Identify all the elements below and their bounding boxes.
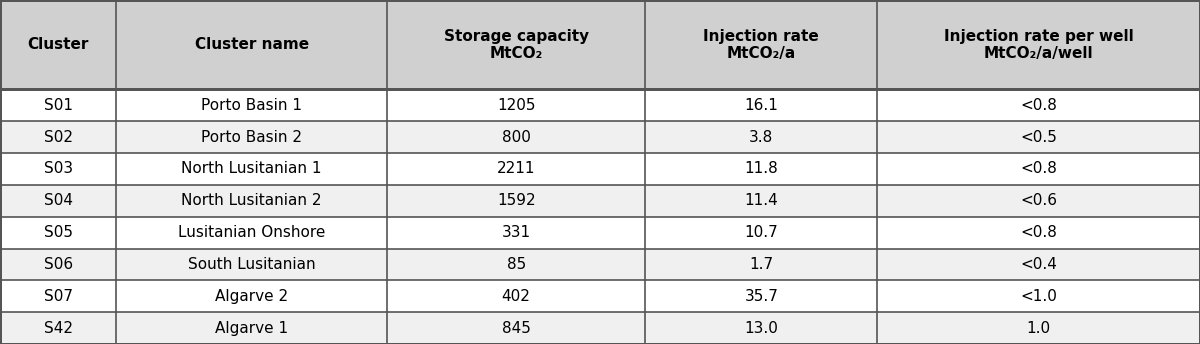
FancyBboxPatch shape <box>646 153 877 185</box>
Text: S03: S03 <box>43 161 73 176</box>
FancyBboxPatch shape <box>388 121 646 153</box>
FancyBboxPatch shape <box>646 312 877 344</box>
FancyBboxPatch shape <box>877 217 1200 249</box>
FancyBboxPatch shape <box>0 153 116 185</box>
FancyBboxPatch shape <box>877 185 1200 217</box>
FancyBboxPatch shape <box>388 280 646 312</box>
Text: S05: S05 <box>43 225 72 240</box>
FancyBboxPatch shape <box>388 153 646 185</box>
Text: S42: S42 <box>43 321 72 336</box>
Text: Algarve 1: Algarve 1 <box>215 321 288 336</box>
FancyBboxPatch shape <box>646 280 877 312</box>
FancyBboxPatch shape <box>0 121 116 153</box>
Text: Porto Basin 2: Porto Basin 2 <box>202 130 302 145</box>
FancyBboxPatch shape <box>116 185 388 217</box>
Text: 2211: 2211 <box>497 161 535 176</box>
Text: 3.8: 3.8 <box>749 130 774 145</box>
Text: 1.0: 1.0 <box>1027 321 1051 336</box>
FancyBboxPatch shape <box>388 248 646 280</box>
FancyBboxPatch shape <box>877 121 1200 153</box>
Text: 845: 845 <box>502 321 530 336</box>
Text: Storage capacity
MtCO₂: Storage capacity MtCO₂ <box>444 29 589 61</box>
FancyBboxPatch shape <box>116 153 388 185</box>
Text: 1205: 1205 <box>497 98 535 113</box>
Text: 331: 331 <box>502 225 530 240</box>
Text: Porto Basin 1: Porto Basin 1 <box>202 98 302 113</box>
FancyBboxPatch shape <box>877 0 1200 89</box>
FancyBboxPatch shape <box>0 312 116 344</box>
FancyBboxPatch shape <box>646 121 877 153</box>
FancyBboxPatch shape <box>388 0 646 89</box>
Text: Cluster: Cluster <box>28 37 89 52</box>
Text: 402: 402 <box>502 289 530 304</box>
FancyBboxPatch shape <box>877 280 1200 312</box>
Text: 85: 85 <box>506 257 526 272</box>
FancyBboxPatch shape <box>646 248 877 280</box>
Text: 1.7: 1.7 <box>749 257 773 272</box>
Text: 1592: 1592 <box>497 193 535 208</box>
Text: <0.8: <0.8 <box>1020 98 1057 113</box>
FancyBboxPatch shape <box>877 89 1200 121</box>
FancyBboxPatch shape <box>877 248 1200 280</box>
FancyBboxPatch shape <box>116 248 388 280</box>
FancyBboxPatch shape <box>116 217 388 249</box>
Text: North Lusitanian 1: North Lusitanian 1 <box>181 161 322 176</box>
Text: <0.8: <0.8 <box>1020 161 1057 176</box>
FancyBboxPatch shape <box>388 312 646 344</box>
FancyBboxPatch shape <box>0 185 116 217</box>
FancyBboxPatch shape <box>646 217 877 249</box>
Text: <1.0: <1.0 <box>1020 289 1057 304</box>
FancyBboxPatch shape <box>0 280 116 312</box>
Text: 11.4: 11.4 <box>744 193 778 208</box>
FancyBboxPatch shape <box>116 89 388 121</box>
Text: North Lusitanian 2: North Lusitanian 2 <box>181 193 322 208</box>
FancyBboxPatch shape <box>646 89 877 121</box>
FancyBboxPatch shape <box>116 312 388 344</box>
FancyBboxPatch shape <box>0 89 116 121</box>
FancyBboxPatch shape <box>646 185 877 217</box>
Text: S06: S06 <box>43 257 73 272</box>
Text: Algarve 2: Algarve 2 <box>215 289 288 304</box>
FancyBboxPatch shape <box>116 0 388 89</box>
Text: Cluster name: Cluster name <box>194 37 308 52</box>
Text: <0.5: <0.5 <box>1020 130 1057 145</box>
FancyBboxPatch shape <box>877 153 1200 185</box>
FancyBboxPatch shape <box>646 0 877 89</box>
Text: <0.6: <0.6 <box>1020 193 1057 208</box>
Text: 11.8: 11.8 <box>744 161 778 176</box>
FancyBboxPatch shape <box>0 0 116 89</box>
Text: <0.8: <0.8 <box>1020 225 1057 240</box>
Text: 13.0: 13.0 <box>744 321 779 336</box>
Text: S02: S02 <box>43 130 72 145</box>
Text: South Lusitanian: South Lusitanian <box>188 257 316 272</box>
Text: S01: S01 <box>43 98 72 113</box>
Text: Injection rate per well
MtCO₂/a/well: Injection rate per well MtCO₂/a/well <box>944 29 1134 61</box>
Text: S07: S07 <box>43 289 72 304</box>
FancyBboxPatch shape <box>877 312 1200 344</box>
Text: Injection rate
MtCO₂/a: Injection rate MtCO₂/a <box>703 29 820 61</box>
Text: 35.7: 35.7 <box>744 289 779 304</box>
Text: S04: S04 <box>43 193 72 208</box>
Text: 800: 800 <box>502 130 530 145</box>
FancyBboxPatch shape <box>388 89 646 121</box>
FancyBboxPatch shape <box>0 248 116 280</box>
Text: Lusitanian Onshore: Lusitanian Onshore <box>178 225 325 240</box>
FancyBboxPatch shape <box>116 121 388 153</box>
Text: 16.1: 16.1 <box>744 98 779 113</box>
FancyBboxPatch shape <box>0 217 116 249</box>
Text: <0.4: <0.4 <box>1020 257 1057 272</box>
FancyBboxPatch shape <box>116 280 388 312</box>
FancyBboxPatch shape <box>388 217 646 249</box>
Text: 10.7: 10.7 <box>744 225 778 240</box>
FancyBboxPatch shape <box>388 185 646 217</box>
